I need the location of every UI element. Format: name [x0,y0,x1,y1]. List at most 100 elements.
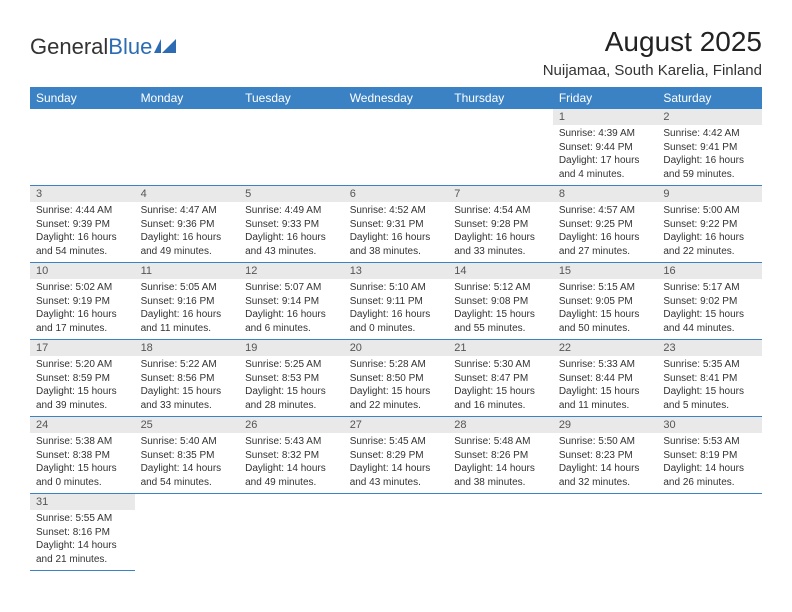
daylight-line: Daylight: 14 hours and 32 minutes. [559,462,652,489]
sunset-line: Sunset: 9:39 PM [36,218,129,232]
calendar-row: 3Sunrise: 4:44 AMSunset: 9:39 PMDaylight… [30,186,762,263]
logo-flag-icon [154,39,180,57]
day-details: Sunrise: 4:47 AMSunset: 9:36 PMDaylight:… [135,202,240,262]
day-number: 8 [553,186,658,202]
day-details: Sunrise: 5:25 AMSunset: 8:53 PMDaylight:… [239,356,344,416]
daylight-line: Daylight: 15 hours and 39 minutes. [36,385,129,412]
daylight-line: Daylight: 15 hours and 50 minutes. [559,308,652,335]
calendar-cell: 22Sunrise: 5:33 AMSunset: 8:44 PMDayligh… [553,340,658,417]
calendar-cell: 14Sunrise: 5:12 AMSunset: 9:08 PMDayligh… [448,263,553,340]
day-details: Sunrise: 5:02 AMSunset: 9:19 PMDaylight:… [30,279,135,339]
sunset-line: Sunset: 8:53 PM [245,372,338,386]
calendar-cell: 10Sunrise: 5:02 AMSunset: 9:19 PMDayligh… [30,263,135,340]
day-number: 19 [239,340,344,356]
sunrise-line: Sunrise: 5:35 AM [663,358,756,372]
sunrise-line: Sunrise: 5:02 AM [36,281,129,295]
sunrise-line: Sunrise: 5:38 AM [36,435,129,449]
sunset-line: Sunset: 8:16 PM [36,526,129,540]
calendar-body: 1Sunrise: 4:39 AMSunset: 9:44 PMDaylight… [30,109,762,571]
sunrise-line: Sunrise: 4:52 AM [350,204,443,218]
page-title: August 2025 [543,26,762,58]
day-number: 15 [553,263,658,279]
calendar-cell: 20Sunrise: 5:28 AMSunset: 8:50 PMDayligh… [344,340,449,417]
dayname-sun: Sunday [30,87,135,109]
sunset-line: Sunset: 8:23 PM [559,449,652,463]
day-number: 2 [657,109,762,125]
calendar-cell-empty [448,494,553,571]
day-number: 12 [239,263,344,279]
calendar-cell: 29Sunrise: 5:50 AMSunset: 8:23 PMDayligh… [553,417,658,494]
day-details: Sunrise: 5:28 AMSunset: 8:50 PMDaylight:… [344,356,449,416]
daylight-line: Daylight: 16 hours and 43 minutes. [245,231,338,258]
logo-text-2: Blue [108,34,152,60]
daylight-line: Daylight: 14 hours and 38 minutes. [454,462,547,489]
day-number: 14 [448,263,553,279]
sunset-line: Sunset: 8:26 PM [454,449,547,463]
calendar-cell: 6Sunrise: 4:52 AMSunset: 9:31 PMDaylight… [344,186,449,263]
day-details: Sunrise: 5:35 AMSunset: 8:41 PMDaylight:… [657,356,762,416]
day-details: Sunrise: 4:54 AMSunset: 9:28 PMDaylight:… [448,202,553,262]
day-number: 28 [448,417,553,433]
calendar-cell: 17Sunrise: 5:20 AMSunset: 8:59 PMDayligh… [30,340,135,417]
calendar-cell: 27Sunrise: 5:45 AMSunset: 8:29 PMDayligh… [344,417,449,494]
day-number: 13 [344,263,449,279]
day-number: 11 [135,263,240,279]
calendar-cell: 19Sunrise: 5:25 AMSunset: 8:53 PMDayligh… [239,340,344,417]
daylight-line: Daylight: 16 hours and 33 minutes. [454,231,547,258]
calendar-cell-empty [135,494,240,571]
calendar-cell: 7Sunrise: 4:54 AMSunset: 9:28 PMDaylight… [448,186,553,263]
daylight-line: Daylight: 15 hours and 16 minutes. [454,385,547,412]
day-number: 7 [448,186,553,202]
day-details: Sunrise: 4:39 AMSunset: 9:44 PMDaylight:… [553,125,658,185]
sunrise-line: Sunrise: 5:05 AM [141,281,234,295]
sunrise-line: Sunrise: 4:39 AM [559,127,652,141]
daylight-line: Daylight: 16 hours and 59 minutes. [663,154,756,181]
day-number: 6 [344,186,449,202]
sunset-line: Sunset: 9:02 PM [663,295,756,309]
daylight-line: Daylight: 16 hours and 0 minutes. [350,308,443,335]
calendar-cell: 3Sunrise: 4:44 AMSunset: 9:39 PMDaylight… [30,186,135,263]
day-details: Sunrise: 5:55 AMSunset: 8:16 PMDaylight:… [30,510,135,570]
calendar-cell-empty [344,494,449,571]
sunrise-line: Sunrise: 5:17 AM [663,281,756,295]
sunrise-line: Sunrise: 5:40 AM [141,435,234,449]
day-number: 30 [657,417,762,433]
day-number: 20 [344,340,449,356]
daylight-line: Daylight: 16 hours and 27 minutes. [559,231,652,258]
sunrise-line: Sunrise: 5:12 AM [454,281,547,295]
calendar-row: 31Sunrise: 5:55 AMSunset: 8:16 PMDayligh… [30,494,762,571]
daylight-line: Daylight: 14 hours and 26 minutes. [663,462,756,489]
sunset-line: Sunset: 8:29 PM [350,449,443,463]
day-details: Sunrise: 4:44 AMSunset: 9:39 PMDaylight:… [30,202,135,262]
sunset-line: Sunset: 9:16 PM [141,295,234,309]
calendar-row: 1Sunrise: 4:39 AMSunset: 9:44 PMDaylight… [30,109,762,186]
sunrise-line: Sunrise: 5:22 AM [141,358,234,372]
day-number: 17 [30,340,135,356]
calendar-cell: 30Sunrise: 5:53 AMSunset: 8:19 PMDayligh… [657,417,762,494]
sunrise-line: Sunrise: 4:44 AM [36,204,129,218]
day-number: 23 [657,340,762,356]
day-details: Sunrise: 5:22 AMSunset: 8:56 PMDaylight:… [135,356,240,416]
day-details: Sunrise: 5:07 AMSunset: 9:14 PMDaylight:… [239,279,344,339]
calendar-table: Sunday Monday Tuesday Wednesday Thursday… [30,87,762,571]
sunset-line: Sunset: 9:36 PM [141,218,234,232]
sunset-line: Sunset: 8:35 PM [141,449,234,463]
title-block: August 2025 Nuijamaa, South Karelia, Fin… [543,26,762,79]
sunrise-line: Sunrise: 5:30 AM [454,358,547,372]
day-details: Sunrise: 4:42 AMSunset: 9:41 PMDaylight:… [657,125,762,185]
calendar-cell: 12Sunrise: 5:07 AMSunset: 9:14 PMDayligh… [239,263,344,340]
day-number: 26 [239,417,344,433]
day-details: Sunrise: 5:50 AMSunset: 8:23 PMDaylight:… [553,433,658,493]
sunrise-line: Sunrise: 5:25 AM [245,358,338,372]
day-number: 3 [30,186,135,202]
sunrise-line: Sunrise: 5:45 AM [350,435,443,449]
sunset-line: Sunset: 9:44 PM [559,141,652,155]
day-number: 10 [30,263,135,279]
sunrise-line: Sunrise: 5:20 AM [36,358,129,372]
day-number: 9 [657,186,762,202]
day-details: Sunrise: 5:30 AMSunset: 8:47 PMDaylight:… [448,356,553,416]
day-number: 18 [135,340,240,356]
calendar-cell: 4Sunrise: 4:47 AMSunset: 9:36 PMDaylight… [135,186,240,263]
calendar-cell: 21Sunrise: 5:30 AMSunset: 8:47 PMDayligh… [448,340,553,417]
calendar-cell: 13Sunrise: 5:10 AMSunset: 9:11 PMDayligh… [344,263,449,340]
